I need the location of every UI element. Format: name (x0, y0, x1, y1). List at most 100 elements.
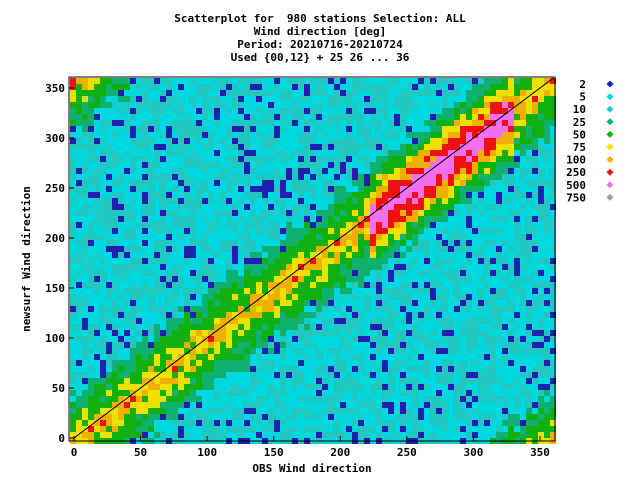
density-cell (136, 300, 142, 306)
density-cell (154, 144, 160, 150)
density-cell (184, 324, 190, 330)
density-cell (544, 144, 550, 150)
density-cell (226, 192, 232, 198)
density-cell (454, 324, 460, 330)
density-cell (388, 132, 394, 138)
density-cell (88, 240, 94, 246)
density-cell (514, 318, 520, 324)
density-cell (346, 96, 352, 102)
density-cell (148, 324, 154, 330)
density-cell (292, 144, 298, 150)
density-cell (514, 402, 520, 408)
density-cell (430, 276, 436, 282)
density-cell (220, 348, 226, 354)
density-cell (232, 90, 238, 96)
density-cell (292, 270, 298, 276)
density-cell (334, 378, 340, 384)
density-cell (136, 324, 142, 330)
density-cell (280, 420, 286, 426)
density-cell (484, 336, 490, 342)
density-cell (118, 378, 124, 384)
density-cell (352, 126, 358, 132)
density-cell (220, 150, 226, 156)
density-cell (166, 420, 172, 426)
density-cell (544, 102, 550, 108)
density-cell (364, 138, 370, 144)
density-cell (406, 120, 412, 126)
density-cell (436, 132, 442, 138)
density-cell (250, 132, 256, 138)
density-cell (202, 216, 208, 222)
density-cell (454, 126, 460, 132)
density-cell (472, 354, 478, 360)
density-cell (448, 84, 454, 90)
density-cell (382, 426, 388, 432)
density-cell (478, 300, 484, 306)
density-cell (124, 426, 130, 432)
density-cell (508, 414, 514, 420)
density-cell (166, 372, 172, 378)
density-cell (508, 204, 514, 210)
density-cell (136, 312, 142, 318)
density-cell (130, 396, 136, 402)
density-cell (400, 354, 406, 360)
density-cell (214, 216, 220, 222)
density-cell (478, 144, 484, 150)
density-cell (478, 372, 484, 378)
density-cell (286, 360, 292, 366)
density-cell (262, 360, 268, 366)
density-cell (82, 228, 88, 234)
density-cell (430, 144, 436, 150)
density-cell (490, 240, 496, 246)
density-cell (94, 282, 100, 288)
density-cell (136, 354, 142, 360)
density-cell (358, 216, 364, 222)
density-cell (532, 132, 538, 138)
density-cell (136, 318, 142, 324)
density-cell (70, 96, 76, 102)
density-cell (304, 132, 310, 138)
density-cell (178, 222, 184, 228)
density-cell (358, 84, 364, 90)
density-cell (256, 330, 262, 336)
density-cell (484, 132, 490, 138)
density-cell (250, 174, 256, 180)
density-cell (394, 108, 400, 114)
density-cell (502, 414, 508, 420)
density-cell (370, 228, 376, 234)
density-cell (100, 90, 106, 96)
density-cell (76, 336, 82, 342)
density-cell (208, 312, 214, 318)
density-cell (130, 138, 136, 144)
density-cell (502, 348, 508, 354)
density-cell (268, 390, 274, 396)
density-cell (382, 324, 388, 330)
density-cell (514, 414, 520, 420)
density-cell (280, 348, 286, 354)
density-cell (478, 114, 484, 120)
density-cell (358, 132, 364, 138)
density-cell (514, 270, 520, 276)
density-cell (376, 360, 382, 366)
density-cell (70, 282, 76, 288)
density-cell (232, 306, 238, 312)
density-cell (244, 126, 250, 132)
density-cell (478, 222, 484, 228)
density-cell (334, 276, 340, 282)
density-cell (238, 204, 244, 210)
density-cell (142, 306, 148, 312)
density-cell (82, 198, 88, 204)
density-cell (202, 132, 208, 138)
density-cell (322, 312, 328, 318)
density-cell (250, 150, 256, 156)
density-cell (304, 294, 310, 300)
density-cell (316, 126, 322, 132)
density-cell (334, 306, 340, 312)
density-cell (220, 204, 226, 210)
density-cell (244, 84, 250, 90)
density-cell (88, 312, 94, 318)
density-cell (334, 240, 340, 246)
density-cell (478, 402, 484, 408)
density-cell (526, 234, 532, 240)
density-cell (322, 228, 328, 234)
